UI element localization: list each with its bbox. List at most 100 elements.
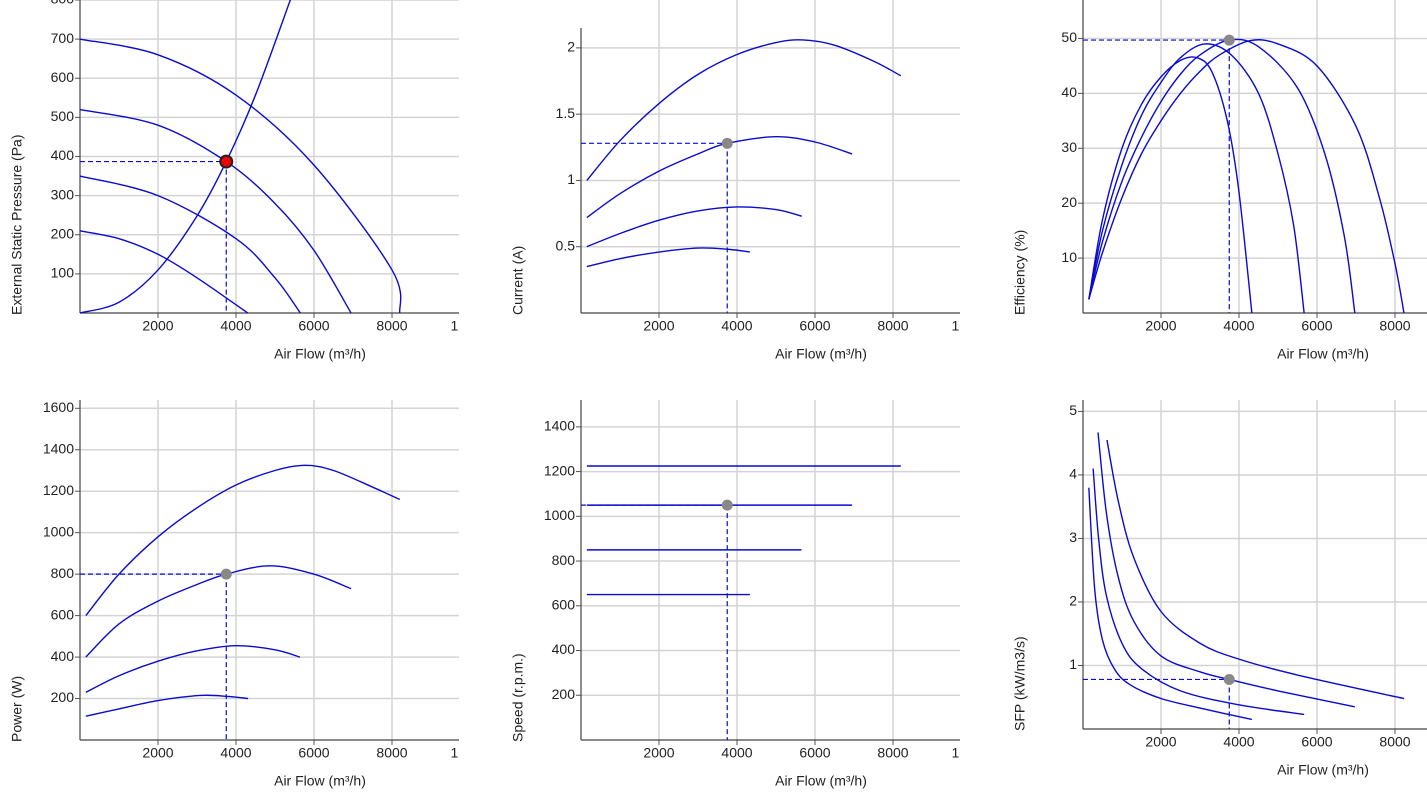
- y-tick-label: 400: [51, 648, 75, 664]
- y-tick-label: 200: [552, 686, 576, 702]
- y-tick-label: 1200: [43, 482, 74, 498]
- operating-point: [721, 137, 733, 149]
- curve: [85, 464, 401, 617]
- y-tick-label: 0.5: [556, 237, 576, 253]
- x-tick-label: 4000: [721, 318, 752, 334]
- curve: [79, 230, 249, 314]
- x-tick-label: 10000: [451, 318, 490, 334]
- curve: [1088, 487, 1253, 721]
- x-tick-label: 4000: [1223, 734, 1254, 750]
- curve: [79, 38, 402, 314]
- curve: [85, 694, 249, 717]
- x-tick-label: 6000: [298, 318, 329, 334]
- x-tick-label: 8000: [376, 318, 407, 334]
- x-tick-label: 10000: [451, 745, 490, 761]
- x-tick-label: 10000: [952, 318, 991, 334]
- y-tick-label: 1000: [43, 523, 74, 539]
- y-tick-label: 400: [51, 147, 75, 163]
- x-tick-label: 2000: [142, 745, 173, 761]
- x-tick-label: 6000: [799, 745, 830, 761]
- y-tick-label: 1.5: [556, 105, 576, 121]
- y-tick-label: 5: [1069, 402, 1077, 418]
- y-tick-label: 1: [1069, 656, 1077, 672]
- curve: [1088, 39, 1405, 314]
- y-tick-label: 2: [567, 39, 575, 55]
- x-axis-label: Air Flow (m³/h): [775, 773, 867, 789]
- y-tick-label: 500: [51, 108, 75, 124]
- curve: [79, 108, 352, 314]
- y-axis-label: Speed (r.p.m.): [510, 653, 526, 742]
- curve: [85, 644, 301, 693]
- y-axis-label: External Static Pressure (Pa): [9, 134, 25, 315]
- x-tick-label: 10000: [952, 745, 991, 761]
- chart-panel: 2000 4000 6000 8000 10000 100 200 300 400 500 600 7…: [9, 0, 490, 362]
- x-tick-label: 6000: [298, 745, 329, 761]
- y-tick-label: 30: [1061, 139, 1077, 155]
- y-tick-label: 600: [51, 606, 75, 622]
- y-tick-label: 400: [552, 641, 576, 657]
- curve: [586, 135, 853, 219]
- y-axis-label: SFP (kW/m3/s): [1012, 636, 1028, 731]
- y-tick-label: 200: [51, 689, 75, 705]
- chart-panel: 2000 4000 6000 8000 10000 200 400 600 800 1000 120…: [9, 399, 490, 789]
- curve: [1088, 43, 1305, 314]
- x-tick-label: 2000: [1145, 318, 1176, 334]
- y-tick-label: 10: [1061, 249, 1077, 265]
- chart-panel: 20004000600080001000012345Air Flow (m³/h…: [1012, 400, 1427, 778]
- x-axis-label: Air Flow (m³/h): [274, 346, 366, 362]
- y-tick-label: 40: [1061, 84, 1077, 100]
- x-tick-label: 2000: [643, 318, 674, 334]
- x-tick-label: 6000: [799, 318, 830, 334]
- operating-point: [721, 499, 733, 511]
- x-tick-label: 2000: [643, 745, 674, 761]
- y-tick-label: 100: [51, 265, 75, 281]
- curve: [586, 247, 750, 268]
- x-tick-label: 4000: [220, 745, 251, 761]
- y-tick-label: 1600: [43, 399, 74, 415]
- y-tick-label: 20: [1061, 194, 1077, 210]
- operating-point: [1223, 34, 1235, 46]
- y-axis-label: Power (W): [9, 676, 25, 742]
- chart-panel: 2000 4000 6000 8000 10000 200 400 600 800 1000 120…: [510, 400, 991, 789]
- curve: [1097, 432, 1355, 708]
- x-tick-label: 8000: [1379, 318, 1410, 334]
- chart-panel: 2000 4000 6000 8000 10000 0.5 1 1.5 2 Air Flow (m…: [510, 0, 991, 362]
- y-tick-label: 3: [1069, 529, 1077, 545]
- y-tick-label: 1400: [43, 440, 74, 456]
- curve: [1088, 56, 1253, 314]
- curve: [79, 0, 292, 314]
- curve: [586, 39, 902, 181]
- x-axis-label: Air Flow (m³/h): [274, 773, 366, 789]
- y-tick-label: 50: [1061, 29, 1077, 45]
- operating-point: [220, 568, 232, 580]
- y-tick-label: 1000: [544, 507, 575, 523]
- y-tick-label: 800: [51, 565, 75, 581]
- x-tick-label: 8000: [376, 745, 407, 761]
- y-tick-label: 300: [51, 186, 75, 202]
- operating-point: [219, 154, 234, 169]
- y-tick-label: 700: [51, 30, 75, 46]
- x-tick-label: 2000: [142, 318, 173, 334]
- y-tick-label: 800: [552, 552, 576, 568]
- operating-point: [1223, 673, 1235, 685]
- curve: [586, 206, 802, 248]
- y-tick-label: 2: [1069, 593, 1077, 609]
- x-tick-label: 4000: [1223, 318, 1254, 334]
- y-tick-label: 800: [51, 0, 75, 7]
- curve: [79, 175, 301, 314]
- y-tick-label: 600: [51, 69, 75, 85]
- y-axis-label: Efficiency (%): [1012, 230, 1028, 315]
- x-tick-label: 8000: [877, 318, 908, 334]
- x-tick-label: 4000: [220, 318, 251, 334]
- x-tick-label: 6000: [1301, 318, 1332, 334]
- curve: [85, 565, 352, 658]
- y-axis-label: Current (A): [510, 246, 526, 315]
- x-tick-label: 4000: [721, 745, 752, 761]
- curve: [1092, 468, 1305, 716]
- x-tick-label: 8000: [877, 745, 908, 761]
- y-tick-label: 1: [567, 171, 575, 187]
- y-tick-label: 4: [1069, 466, 1077, 482]
- x-tick-label: 2000: [1145, 734, 1176, 750]
